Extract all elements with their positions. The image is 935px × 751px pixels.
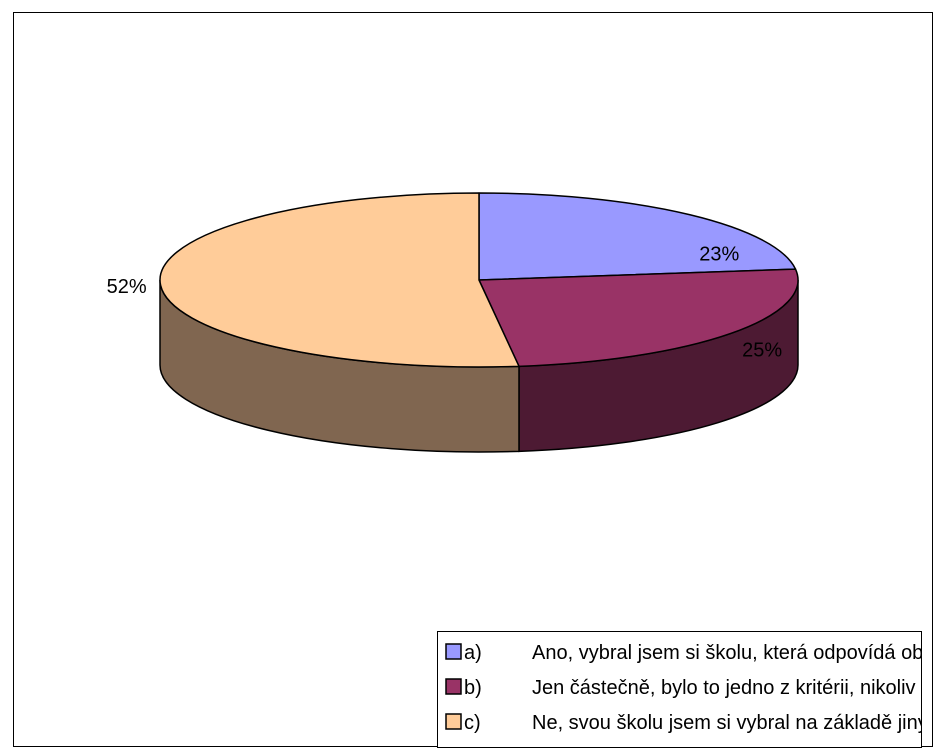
legend-label-a: Ano, vybral jsem si školu, která odpovíd… (532, 642, 921, 664)
pie-label-a: 23% (699, 243, 739, 265)
legend-entry-b: b) Jen částečně, bylo to jedno z kritérii… (445, 677, 921, 699)
legend-swatch-b (445, 678, 462, 695)
pie-label-b: 25% (742, 339, 782, 361)
legend-swatch-c (445, 713, 462, 730)
legend-entry-c: c) Ne, svou školu jsem si vybral na zákla… (445, 712, 921, 734)
pie-chart: 23% 25% 52% (107, 192, 799, 453)
legend-entry-a: a) Ano, vybral jsem si školu, která odpov… (445, 642, 921, 664)
pie-slice-b (478, 268, 799, 368)
legend: a) Ano, vybral jsem si školu, která odpov… (437, 631, 922, 748)
legend-entries: a) Ano, vybral jsem si školu, která odpov… (445, 642, 921, 734)
legend-key-a: a) (464, 642, 482, 664)
pie-slice-a (478, 192, 797, 281)
pie-label-c: 52% (107, 276, 147, 298)
legend-key-c: c) (464, 712, 481, 734)
legend-label-b: Jen částečně, bylo to jedno z kritérii, … (532, 677, 921, 699)
pie-slice-c (159, 192, 520, 368)
chart-frame: 23% 25% 52% (13, 12, 933, 747)
legend-label-c: Ne, svou školu jsem si vybral na základě… (532, 712, 921, 734)
legend-swatch-a (445, 643, 462, 660)
legend-key-b: b) (464, 677, 482, 699)
